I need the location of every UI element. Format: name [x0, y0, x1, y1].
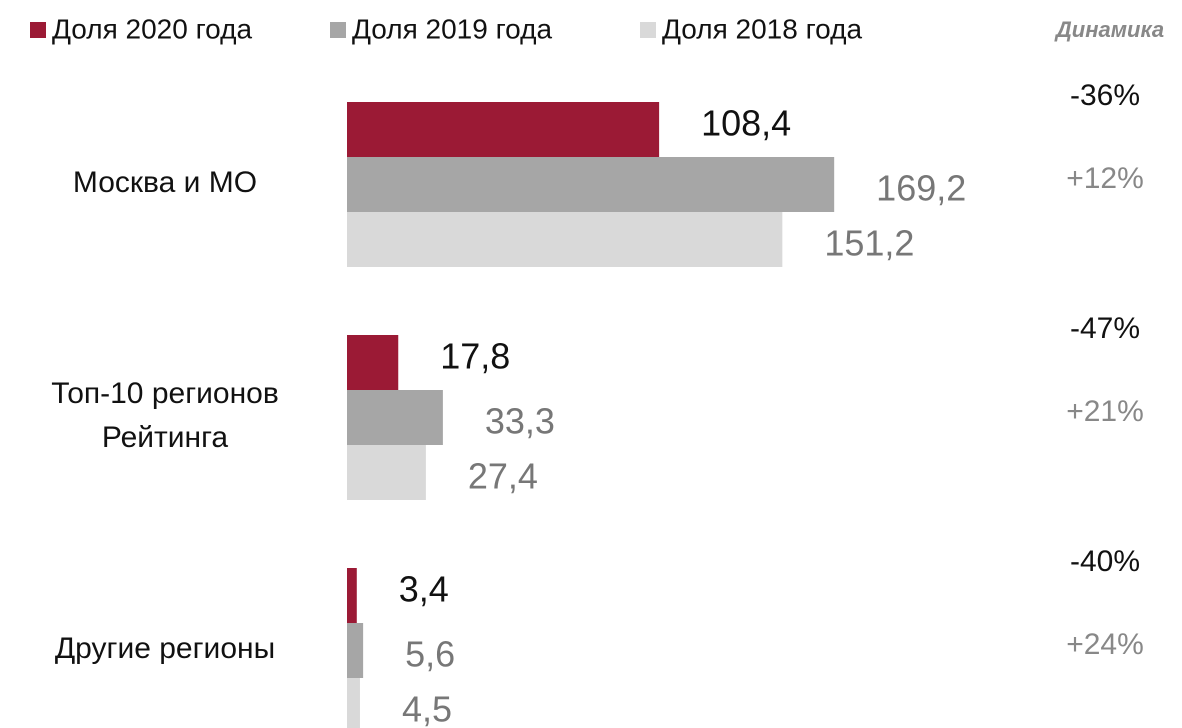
value-label: 169,2 [876, 168, 966, 209]
value-label: 3,4 [399, 569, 449, 610]
bar [347, 102, 660, 157]
value-label: 33,3 [485, 401, 555, 442]
dynamics-label: +12% [1066, 162, 1144, 195]
value-label: 4,5 [402, 689, 452, 728]
bar [347, 623, 364, 678]
dynamics-label: +24% [1066, 628, 1144, 661]
bar [347, 157, 835, 212]
legend-label: Доля 2018 года [662, 13, 862, 44]
bar [347, 390, 443, 445]
legend-label: Доля 2019 года [352, 13, 552, 44]
legend-label: Доля 2020 года [52, 13, 252, 44]
value-label: 108,4 [701, 103, 791, 144]
category-label: Другие регионы [54, 631, 276, 665]
value-label: 17,8 [440, 336, 510, 377]
category-label: Топ-10 регионов Рейтинга [51, 376, 279, 454]
dynamics-label: -40% [1070, 545, 1140, 578]
value-label: 27,4 [468, 456, 538, 497]
category-label: Москва и МО [72, 165, 258, 199]
bar [347, 335, 399, 390]
bar [347, 568, 357, 623]
legend-swatch [640, 22, 656, 38]
dynamics-label: -47% [1070, 312, 1140, 345]
legend-swatch [30, 22, 46, 38]
value-label: 151,2 [824, 223, 914, 264]
bar [347, 445, 426, 500]
dynamics-label: -36% [1070, 79, 1140, 112]
bar [347, 678, 360, 728]
dynamics-title: Динамика [1054, 17, 1164, 42]
value-label: 5,6 [405, 634, 455, 675]
legend-swatch [330, 22, 346, 38]
bar [347, 212, 783, 267]
dynamics-label: +21% [1066, 395, 1144, 428]
